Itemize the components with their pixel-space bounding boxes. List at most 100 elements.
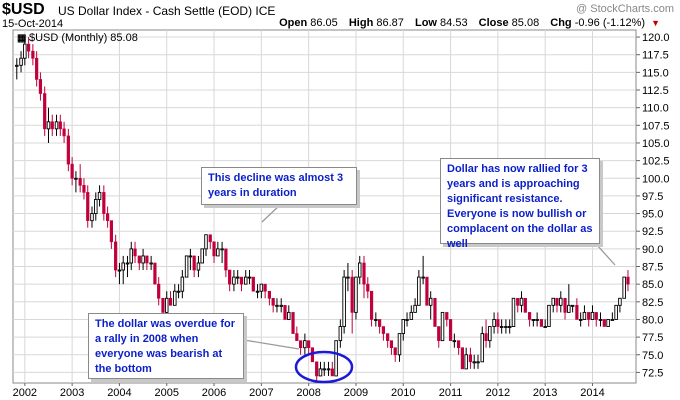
candle-body — [66, 135, 70, 165]
candle-body — [393, 347, 397, 356]
candle — [322, 361, 327, 376]
candle — [492, 312, 496, 334]
legend: ▦ $USD (Monthly) 85.08 — [17, 32, 138, 44]
candle — [255, 284, 260, 299]
candle — [157, 277, 161, 306]
candle-body — [570, 304, 575, 307]
candle-body — [121, 262, 125, 271]
candle-body — [472, 361, 476, 364]
candle — [559, 291, 563, 313]
candle — [66, 128, 70, 172]
candle — [192, 255, 196, 278]
candle-body — [507, 326, 512, 328]
candle — [433, 297, 437, 327]
candle-body — [322, 368, 327, 371]
candle — [507, 319, 512, 334]
candle — [468, 347, 473, 369]
candle — [27, 37, 31, 59]
candle-body — [149, 262, 153, 265]
candle — [74, 171, 78, 193]
candle — [188, 248, 193, 271]
candle-body — [350, 276, 354, 313]
candle-body — [129, 248, 134, 264]
candle — [299, 340, 303, 355]
candle — [279, 298, 283, 313]
instrument-name: US Dollar Index - Cash Settle (EOD) ICE — [58, 4, 275, 18]
candle — [43, 86, 47, 136]
candle-body — [164, 297, 169, 313]
candle-body — [626, 276, 630, 285]
candle — [94, 192, 98, 221]
candle-body — [610, 319, 615, 321]
candle — [38, 72, 43, 101]
candle-body — [208, 234, 212, 243]
candle — [176, 284, 181, 299]
candle — [184, 255, 189, 278]
candle — [342, 270, 346, 334]
candle-body — [243, 276, 248, 285]
candle-body — [263, 283, 267, 292]
candle — [563, 297, 567, 320]
y-tick-label: 97.5 — [642, 191, 663, 203]
candle — [196, 255, 201, 278]
candle — [31, 44, 35, 66]
candle — [243, 270, 248, 285]
candle — [318, 361, 323, 377]
low-label: Low — [414, 17, 437, 29]
candle — [393, 347, 397, 362]
candle-body — [618, 297, 622, 306]
candle-body — [606, 319, 610, 327]
candle — [224, 248, 228, 278]
candle — [267, 290, 271, 306]
candle-body — [19, 57, 23, 66]
y-tick-label: 77.5 — [642, 332, 663, 344]
candle-body — [43, 93, 47, 130]
y-tick-label: 115.0 — [642, 67, 669, 79]
candle — [440, 311, 445, 342]
candle-body — [559, 297, 563, 306]
legend-label: $USD (Monthly) 85.08 — [29, 32, 138, 44]
candle — [413, 298, 417, 313]
candle-body — [378, 319, 382, 327]
x-tick-label: 2005 — [154, 387, 178, 399]
candle — [287, 305, 291, 320]
candle-body — [531, 319, 536, 321]
candles — [15, 37, 630, 383]
candle-body — [38, 79, 43, 94]
candle-body — [488, 326, 492, 342]
callout-line-rallied — [596, 244, 616, 266]
candle-body — [318, 368, 323, 377]
candle-body — [567, 304, 571, 313]
candle — [275, 298, 279, 313]
candle — [555, 297, 559, 313]
candle-body — [133, 248, 137, 257]
candle — [173, 284, 177, 306]
candle-body — [114, 241, 118, 271]
candle — [484, 319, 488, 348]
candle — [78, 164, 82, 193]
chart-date: 15-Oct-2014 — [2, 18, 64, 30]
candle-body — [228, 269, 232, 285]
watermark: @ StockCharts.com — [576, 3, 674, 15]
candle — [378, 319, 382, 334]
candle — [180, 270, 185, 299]
y-tick-label: 105.0 — [642, 138, 670, 150]
candle — [354, 276, 358, 320]
candle — [622, 276, 626, 299]
candle — [618, 297, 622, 313]
candle — [50, 114, 54, 136]
candle — [350, 270, 354, 334]
candle — [326, 361, 331, 376]
candle-body — [448, 319, 453, 341]
candle-body — [433, 297, 437, 327]
candle — [212, 241, 216, 263]
candle-body — [428, 297, 433, 306]
candle — [153, 262, 157, 285]
annotation-decline: This decline was almost 3 years in durat… — [201, 167, 357, 205]
candle — [523, 297, 527, 313]
candle-body — [452, 340, 457, 343]
candle-body — [102, 192, 106, 214]
x-tick-label: 2002 — [13, 387, 37, 399]
candle — [133, 241, 137, 263]
x-tick-label: 2012 — [486, 387, 510, 399]
